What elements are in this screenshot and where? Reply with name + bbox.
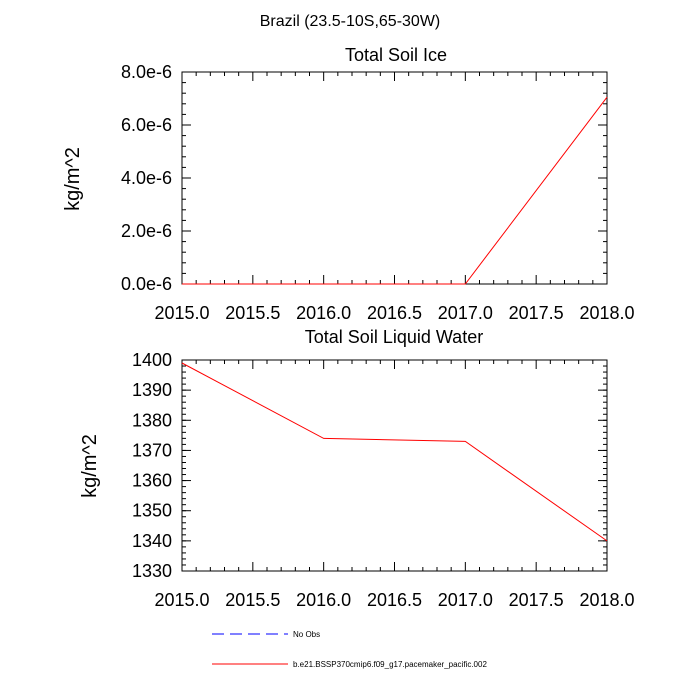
y-tick-label: 4.0e-6 (121, 168, 172, 188)
x-tick-label: 2016.5 (367, 303, 422, 323)
y-tick-label: 1380 (132, 410, 172, 430)
x-tick-label: 2015.5 (225, 590, 280, 610)
y-tick-label: 1390 (132, 380, 172, 400)
plot-frame (181, 71, 608, 285)
x-tick-label: 2017.5 (509, 590, 564, 610)
y-tick-label: 1400 (132, 350, 172, 370)
x-tick-label: 2015.0 (154, 590, 209, 610)
series-line-model (182, 96, 608, 285)
legend-label-no-obs: No Obs (293, 630, 320, 639)
panel-title: Total Soil Liquid Water (305, 327, 483, 347)
y-axis-label: kg/m^2 (62, 147, 84, 211)
x-tick-label: 2015.0 (154, 303, 209, 323)
x-tick-label: 2017.0 (438, 590, 493, 610)
x-tick-label: 2018.0 (579, 303, 634, 323)
x-tick-label: 2016.0 (296, 590, 351, 610)
y-tick-label: 1340 (132, 531, 172, 551)
x-tick-label: 2018.0 (579, 590, 634, 610)
x-tick-label: 2016.5 (367, 590, 422, 610)
series-line-model (181, 362, 608, 542)
y-tick-label: 1350 (132, 501, 172, 521)
y-tick-label: 1370 (132, 440, 172, 460)
x-tick-label: 2017.5 (509, 303, 564, 323)
y-tick-label: 8.0e-6 (121, 62, 172, 82)
y-tick-label: 6.0e-6 (121, 115, 172, 135)
y-tick-label: 2.0e-6 (121, 221, 172, 241)
y-tick-label: 1330 (132, 561, 172, 581)
panel-soil-ice: Total Soil Ice kg/m^2 2015.0 2015.5 2016.0… (62, 45, 635, 323)
x-tick-label: 2016.0 (296, 303, 351, 323)
y-axis-label: kg/m^2 (79, 434, 101, 498)
legend: No Obs b.e21.BSSP370cmip6.f09_g17.pacema… (212, 630, 487, 669)
legend-label-model: b.e21.BSSP370cmip6.f09_g17.pacemaker_pac… (293, 660, 487, 669)
y-tick-label: 0.0e-6 (121, 274, 172, 294)
x-tick-label: 2015.5 (225, 303, 280, 323)
panel-title: Total Soil Ice (345, 45, 447, 65)
figure-title: Brazil (23.5-10S,65-30W) (260, 13, 441, 30)
plot-frame (181, 359, 608, 572)
y-tick-label: 1360 (132, 471, 172, 491)
x-tick-label: 2017.0 (438, 303, 493, 323)
panel-soil-liquid-water: Total Soil Liquid Water kg/m^2 2015.0 201… (79, 327, 635, 610)
